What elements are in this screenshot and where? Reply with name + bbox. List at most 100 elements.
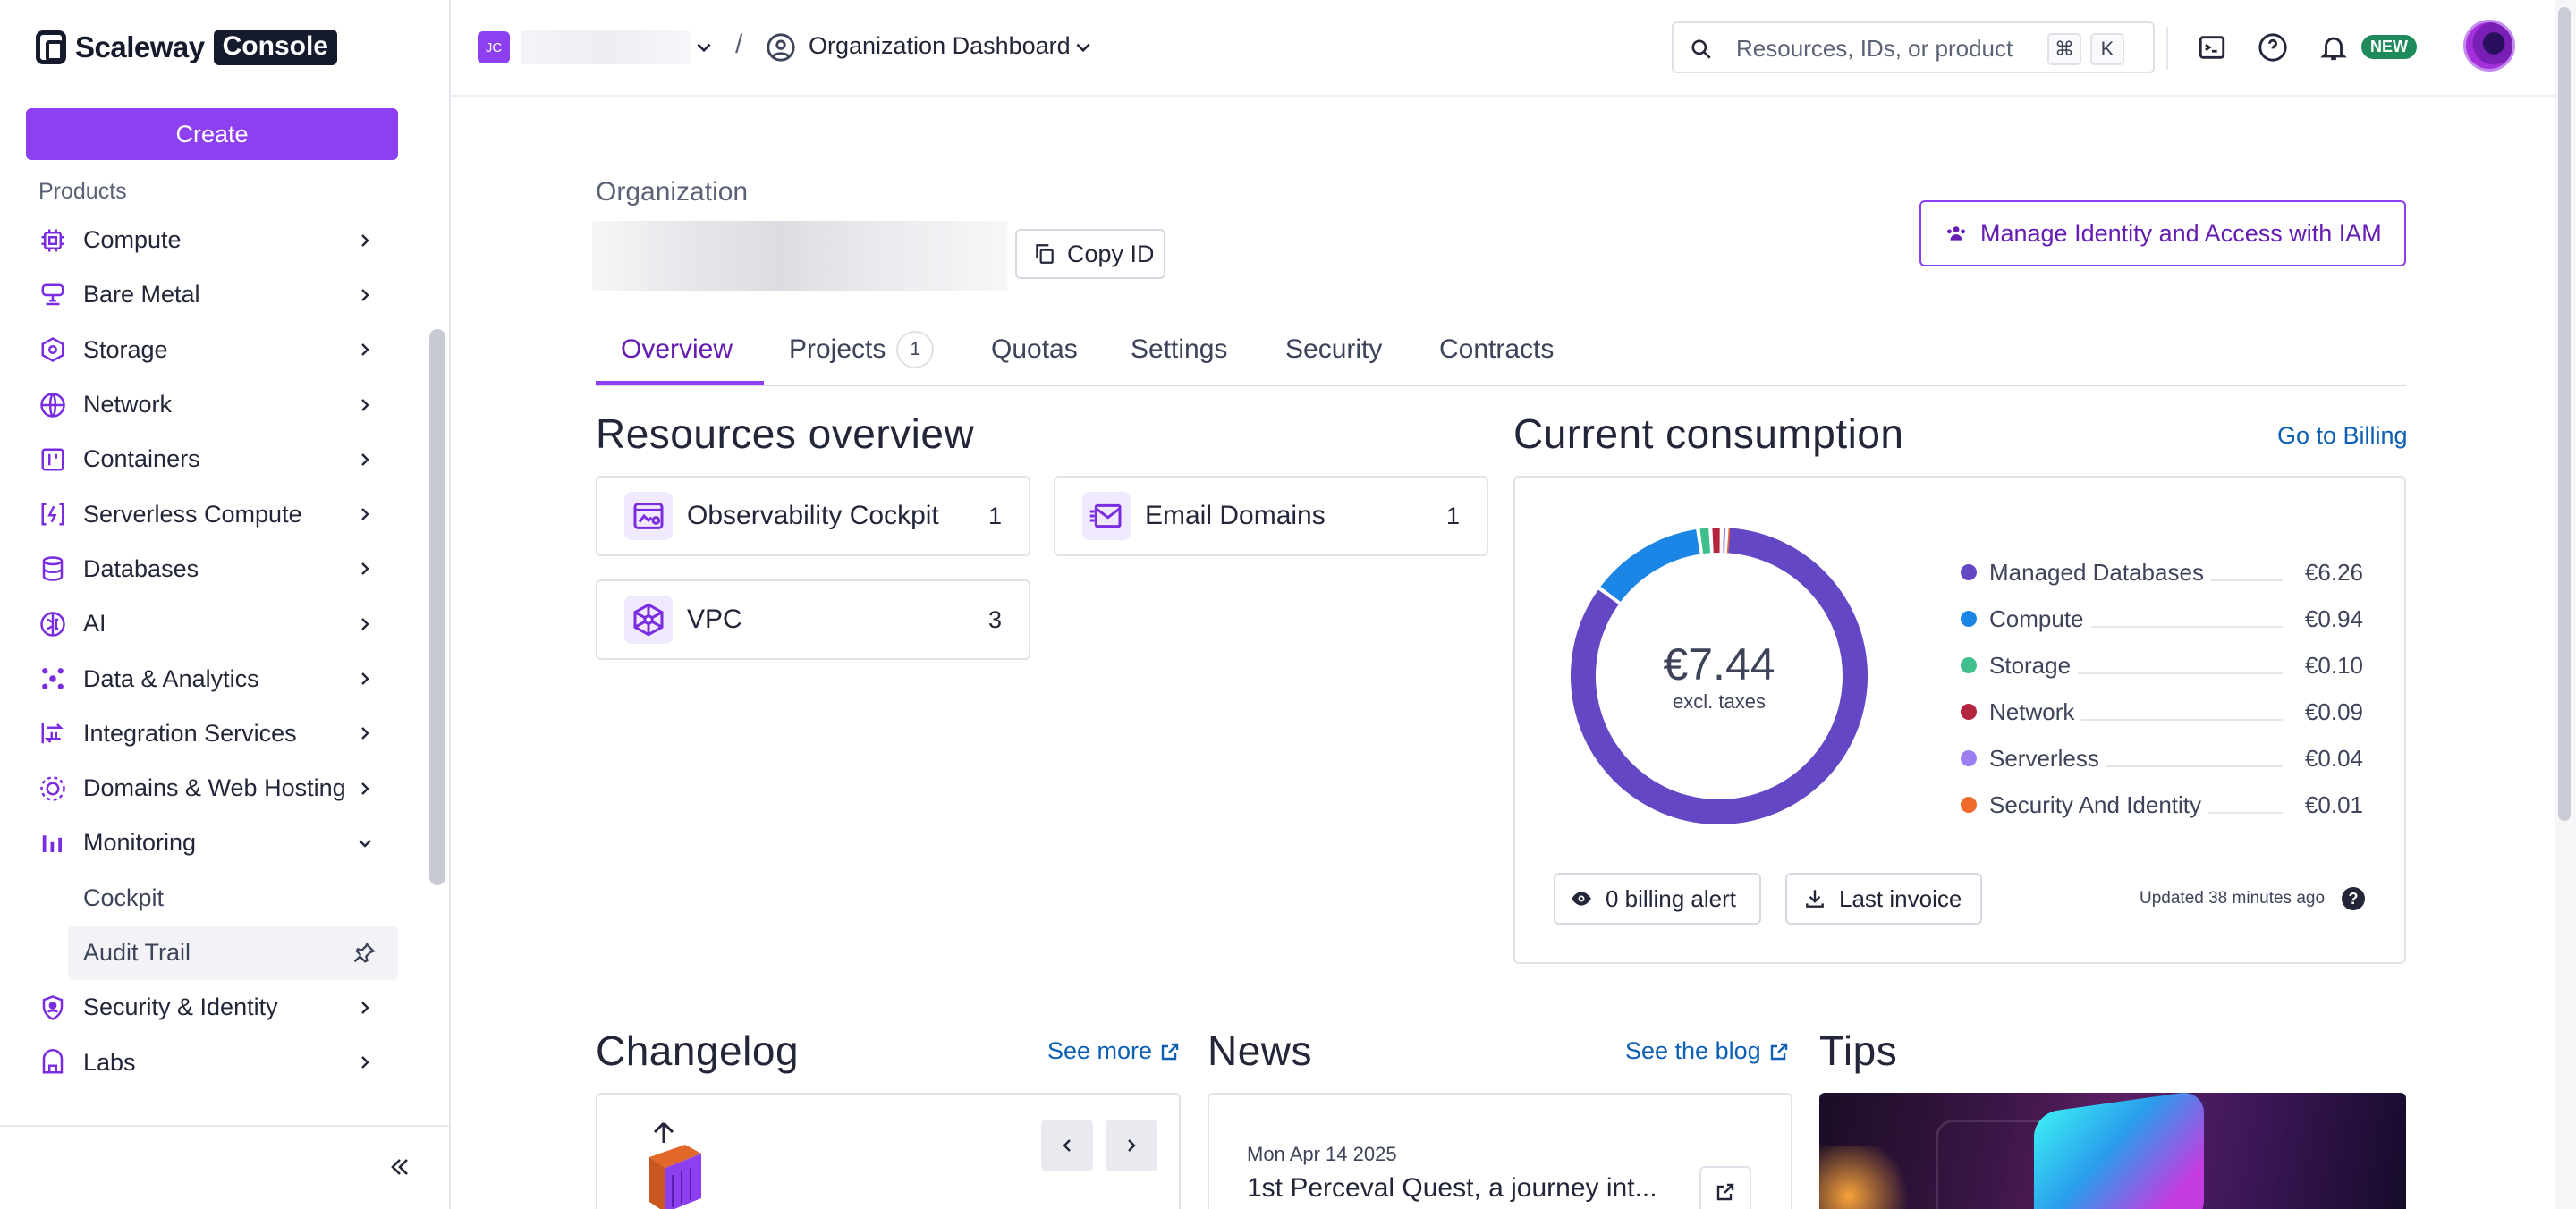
legend-row: Storage €0.10: [1961, 642, 2363, 689]
resource-label: Observability Cockpit: [687, 501, 939, 530]
legend-dot: [1961, 611, 1977, 627]
sidebar-item-label: Labs: [83, 1048, 136, 1076]
resource-count: 3: [987, 605, 1002, 633]
tab-projects[interactable]: Projects 1: [789, 331, 935, 386]
tab-quotas[interactable]: Quotas: [991, 334, 1078, 364]
changelog-illustration: [649, 1121, 701, 1209]
bell-icon[interactable]: [2318, 32, 2349, 63]
chevron-right-icon: [361, 343, 369, 357]
see-the-blog-link[interactable]: See the blog: [1625, 1037, 1790, 1065]
chevron-right-icon: [361, 1001, 369, 1014]
go-to-billing-link[interactable]: Go to Billing: [2277, 422, 2408, 449]
see-more-link[interactable]: See more: [1047, 1037, 1181, 1065]
sidebar-item-compute[interactable]: Compute: [0, 213, 420, 267]
chevron-right-icon: [361, 233, 369, 247]
sidebar-item-label: Databases: [83, 554, 199, 582]
sidebar-item-containers[interactable]: Containers: [0, 432, 420, 486]
chevron-down-icon[interactable]: [694, 38, 714, 57]
sidebar-subitem-label: Audit Trail: [83, 939, 191, 966]
chevron-down-icon[interactable]: [1073, 38, 1093, 57]
news-headline[interactable]: 1st Perceval Quest, a journey int...: [1247, 1173, 1657, 1203]
sidebar-item-monitoring[interactable]: Monitoring: [0, 816, 420, 870]
shield-icon: [38, 993, 67, 1022]
logo-badge: Console: [213, 30, 337, 65]
chevron-right-icon: [361, 508, 369, 520]
tips-glow-orange: [1819, 1146, 1918, 1209]
news-date: Mon Apr 14 2025: [1247, 1143, 1397, 1165]
pin-icon[interactable]: [352, 941, 377, 966]
manage-iam-label: Manage Identity and Access with IAM: [1980, 219, 2382, 247]
sidebar-item-label: Data & Analytics: [83, 664, 259, 692]
copy-id-button[interactable]: Copy ID: [1015, 229, 1165, 279]
news-open-button[interactable]: [1699, 1166, 1751, 1209]
user-avatar[interactable]: [2463, 20, 2515, 72]
legend-dot: [1961, 657, 1977, 673]
sidebar-item-labs[interactable]: Labs: [0, 1035, 420, 1089]
sidebar-item-ai[interactable]: AI: [0, 596, 420, 651]
collapse-sidebar-icon[interactable]: [386, 1154, 413, 1180]
scaleway-logo[interactable]: Scaleway Console: [36, 27, 337, 68]
chevron-left-icon: [1063, 1139, 1071, 1152]
search-bar[interactable]: ⌘ K: [1672, 21, 2155, 73]
active-tab-indicator: [596, 381, 764, 385]
sidebar-item-label: Security & Identity: [83, 993, 278, 1021]
create-button[interactable]: Create: [26, 108, 398, 160]
labs-icon: [38, 1048, 67, 1077]
search-input[interactable]: [1736, 32, 2031, 64]
tab-settings[interactable]: Settings: [1131, 334, 1228, 364]
page-scrollbar[interactable]: [2555, 0, 2576, 1209]
tab-security[interactable]: Security: [1285, 334, 1383, 364]
sidebar-scrollbar[interactable]: [429, 329, 445, 885]
tips-image[interactable]: [1819, 1093, 2406, 1209]
domains-icon: [38, 774, 67, 803]
sidebar-item-network[interactable]: Network: [0, 377, 420, 432]
divider: [2166, 27, 2168, 70]
legend-row: Security And Identity €0.01: [1961, 782, 2363, 828]
sidebar-item-data-analytics[interactable]: Data & Analytics: [0, 651, 420, 706]
tab-contracts[interactable]: Contracts: [1439, 334, 1555, 364]
sidebar-item-domains-web-hosting[interactable]: Domains & Web Hosting: [0, 761, 420, 816]
help-icon[interactable]: [2258, 32, 2288, 63]
donut-slice-security-and-identity[interactable]: [1571, 528, 1868, 824]
sidebar-item-databases[interactable]: Databases: [0, 542, 420, 596]
resource-card-email-domains[interactable]: Email Domains 1: [1054, 476, 1488, 556]
resource-card-vpc[interactable]: VPC 3: [596, 579, 1030, 660]
sidebar-item-integration-services[interactable]: Integration Services: [0, 706, 420, 761]
storage-icon: [38, 335, 67, 364]
analytics-icon: [38, 664, 67, 693]
resource-card-observability-cockpit[interactable]: Observability Cockpit 1: [596, 476, 1030, 556]
legend-value: €0.09: [2295, 698, 2363, 726]
sidebar-item-serverless-compute[interactable]: Serverless Compute: [0, 486, 420, 541]
tab-overview[interactable]: Overview: [621, 334, 733, 364]
changelog-prev-button[interactable]: [1041, 1120, 1093, 1171]
sidebar-item-bare-metal[interactable]: Bare Metal: [0, 267, 420, 322]
sidebar-item-label: Domains & Web Hosting: [83, 774, 346, 802]
breadcrumb-separator: /: [735, 30, 743, 59]
changelog-card: [596, 1093, 1181, 1209]
sidebar-item-label: Bare Metal: [83, 281, 200, 309]
external-link-icon: [1161, 1043, 1179, 1060]
new-badge: NEW: [2361, 35, 2417, 59]
last-invoice-button[interactable]: Last invoice: [1785, 873, 1982, 925]
legend-leader-line: [1989, 719, 2283, 721]
billing-alert-label: 0 billing alert: [1606, 884, 1736, 912]
see-the-blog-label: See the blog: [1625, 1037, 1761, 1064]
donut-note: excl. taxes: [1673, 690, 1766, 713]
dashboard-selector-label[interactable]: Organization Dashboard: [809, 32, 1071, 59]
changelog-next-button[interactable]: [1106, 1120, 1157, 1171]
organization-name-redacted[interactable]: [521, 30, 691, 64]
billing-alert-button[interactable]: 0 billing alert: [1554, 873, 1761, 925]
product-nav: Compute Bare Metal Storage Network Conta: [0, 213, 420, 1090]
manage-iam-button[interactable]: Manage Identity and Access with IAM: [1919, 200, 2406, 266]
sidebar-subitem-cockpit[interactable]: Cockpit: [83, 884, 165, 911]
sidebar-item-storage[interactable]: Storage: [0, 323, 420, 377]
news-card[interactable]: Mon Apr 14 2025 1st Perceval Quest, a jo…: [1208, 1093, 1792, 1209]
page-scrollbar-thumb[interactable]: [2558, 7, 2571, 821]
help-icon[interactable]: ?: [2342, 887, 2365, 910]
chevron-right-icon: [361, 782, 369, 795]
organization-avatar[interactable]: JC: [478, 31, 510, 63]
sidebar-item-security-identity[interactable]: Security & Identity: [0, 980, 420, 1035]
sidebar-subitem-audit-trail[interactable]: Audit Trail: [68, 925, 398, 981]
terminal-icon[interactable]: [2197, 32, 2227, 63]
sidebar-item-label: Storage: [83, 335, 168, 363]
